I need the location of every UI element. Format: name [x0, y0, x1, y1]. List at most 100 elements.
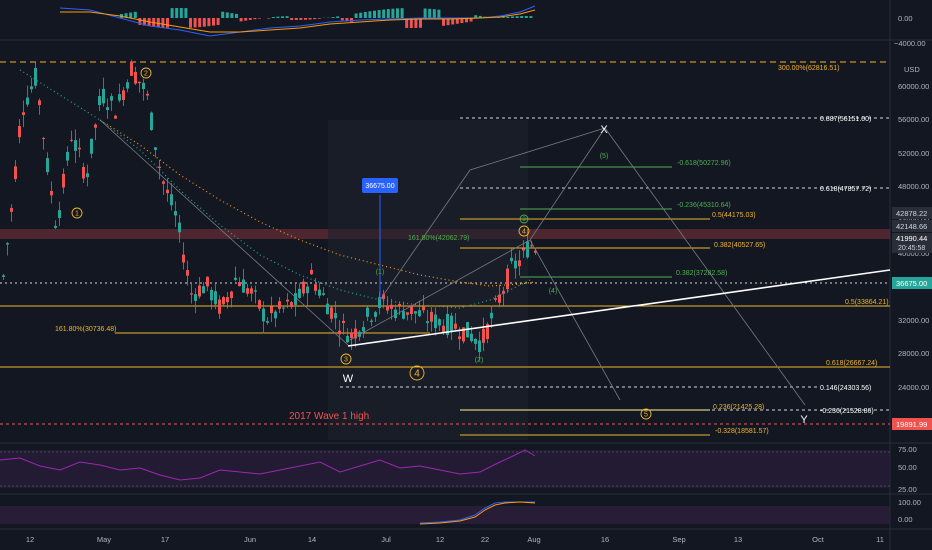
wave-circle-4-small: 4 — [522, 229, 526, 236]
fib-label: -0.236(45310.64) — [677, 202, 731, 209]
rsi-line — [0, 449, 536, 481]
candle-body — [162, 181, 165, 184]
time-tick-label: 11 — [876, 535, 884, 544]
candle-body — [214, 291, 217, 305]
macd-bar — [299, 18, 303, 20]
candle-body — [490, 312, 493, 319]
candle-body — [306, 286, 309, 294]
macd-bar — [501, 17, 505, 18]
fib-label: -0.618(50272.96) — [677, 160, 731, 167]
wave-circle-5: 5 — [644, 412, 648, 419]
trendline-white[interactable] — [347, 269, 891, 347]
rsi-tick-label: 75.00 — [898, 445, 917, 454]
candle-body — [530, 245, 533, 247]
candle-body — [362, 327, 365, 332]
time-axis[interactable]: 12 May 17 Jun 14 Jul 12 22 Aug 16 Sep 13 Oct 11 — [26, 535, 884, 544]
wave-circle-4-big: 4 — [414, 369, 420, 380]
price-axis[interactable]: 60000.0056000.0052000.0048000.0044000.00… — [892, 65, 932, 430]
macd-bar — [432, 9, 436, 18]
macd-bar — [382, 9, 386, 18]
macd-bar — [244, 18, 248, 21]
macd-tick-label: −4000.00 — [894, 39, 926, 48]
candle-body — [454, 323, 457, 329]
candle-body — [106, 107, 109, 111]
macd-bar — [258, 18, 261, 19]
macd-bar — [359, 12, 363, 18]
price-tick-label: 48000.00 — [898, 182, 929, 191]
price-tick-label: 32000.00 — [898, 316, 929, 325]
candle-body — [138, 81, 141, 84]
candle-body — [122, 90, 125, 100]
current-price-tag — [892, 233, 932, 253]
macd-bar — [331, 17, 335, 18]
macd-bar — [124, 13, 128, 18]
macd-bar — [235, 13, 238, 18]
macd-bar — [373, 10, 376, 18]
candle-body — [194, 294, 197, 301]
wave-circle-4-small-circle — [518, 225, 530, 237]
high-price-label: 42878.22 — [896, 209, 927, 218]
candle-body — [146, 93, 149, 96]
macd-bar — [202, 18, 206, 27]
candle-body — [14, 166, 17, 180]
candle-body — [154, 147, 157, 150]
candle-body — [378, 297, 381, 309]
candle-body — [266, 321, 269, 323]
candle-body — [10, 207, 13, 212]
macd-bar — [317, 18, 321, 19]
candle-body — [310, 269, 313, 275]
candle-body — [278, 301, 281, 309]
stoch-panel[interactable] — [0, 501, 890, 525]
candle-body — [238, 282, 241, 287]
rsi-panel[interactable] — [0, 449, 890, 488]
annotations: 300.00%(62816.51) 0.887(56151.00) 0.618(47… — [55, 65, 889, 435]
macd-bar — [460, 18, 464, 24]
candle-body — [134, 71, 137, 84]
macd-bar — [290, 18, 294, 20]
support-price-label-tag — [892, 277, 932, 289]
macd-bar — [267, 18, 271, 19]
candle-body — [518, 260, 521, 267]
candle-body — [222, 297, 225, 305]
candle-body — [226, 297, 229, 303]
candle-body — [174, 211, 177, 216]
macd-bar — [345, 18, 349, 22]
candle-body — [94, 124, 97, 128]
candle-body — [398, 304, 401, 306]
macd-panel[interactable] — [59, 5, 536, 37]
macd-bar — [170, 8, 174, 18]
candle-body — [382, 294, 385, 300]
fib-label: -0.236(21528.86) — [820, 408, 874, 415]
macd-bar — [405, 18, 409, 28]
rsi-tick-label: 50.00 — [898, 463, 917, 472]
candle-body — [30, 86, 33, 90]
stoch-slow — [419, 501, 536, 525]
candle-body — [110, 96, 113, 101]
candle-body — [342, 320, 345, 324]
candle-body — [510, 257, 513, 262]
macd-bar — [386, 9, 390, 18]
support-price-label: 36675.00 — [896, 279, 927, 288]
macd-bar — [281, 16, 284, 18]
candle-body — [250, 288, 253, 294]
macd-bar — [354, 13, 358, 18]
candle-body — [290, 302, 293, 308]
macd-bar — [340, 18, 344, 21]
macd-bar — [511, 16, 514, 18]
candle-body — [198, 285, 201, 297]
macd-bar — [207, 18, 211, 27]
candle-body — [426, 321, 429, 324]
candle-body — [366, 307, 369, 317]
candle-body — [506, 268, 509, 290]
candle-body — [410, 305, 413, 315]
macd-bar — [529, 16, 533, 18]
candle-body — [166, 189, 169, 194]
candle-body — [414, 311, 417, 314]
fib-label: 0.382(37282.58) — [676, 270, 727, 277]
currency-label: USD — [904, 65, 920, 74]
candle-body — [78, 147, 81, 150]
time-tick-label: 16 — [601, 535, 609, 544]
candle-body — [38, 100, 41, 106]
candle-body — [458, 336, 461, 340]
